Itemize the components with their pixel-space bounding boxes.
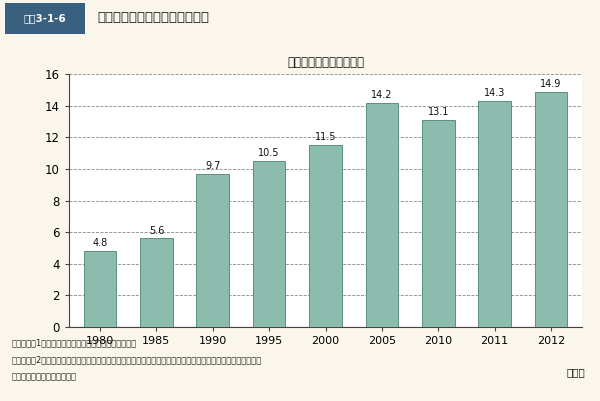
Bar xyxy=(422,120,455,327)
Text: 輸入額推移。: 輸入額推移。 xyxy=(12,373,77,381)
Bar xyxy=(478,101,511,327)
Bar xyxy=(365,103,398,327)
Text: （年）: （年） xyxy=(566,367,585,377)
Text: 5.6: 5.6 xyxy=(149,225,164,235)
Text: 14.3: 14.3 xyxy=(484,88,505,98)
Bar xyxy=(253,161,286,327)
Text: （備考）　1．財務省「貿易統計」より消費者庁作成。: （備考） 1．財務省「貿易統計」より消費者庁作成。 xyxy=(12,339,137,348)
Text: 2．我が国の輸入額のうち、消費財（耐久消費財、非耐久消費財、食品及びその他の直接消費財）の: 2．我が国の輸入額のうち、消費財（耐久消費財、非耐久消費財、食品及びその他の直接… xyxy=(12,356,262,365)
Text: 13.1: 13.1 xyxy=(428,107,449,117)
Bar xyxy=(83,251,116,327)
Text: 11.5: 11.5 xyxy=(315,132,336,142)
Text: 14.9: 14.9 xyxy=(541,79,562,89)
Text: 消費生活の国際化が進んでいる: 消費生活の国際化が進んでいる xyxy=(97,11,209,24)
Text: 14.2: 14.2 xyxy=(371,90,392,100)
Bar xyxy=(309,145,342,327)
Bar xyxy=(196,174,229,327)
Bar xyxy=(535,91,568,327)
Title: 我が国の消費財の輸入額: 我が国の消費財の輸入額 xyxy=(287,56,364,69)
Text: 9.7: 9.7 xyxy=(205,161,220,171)
Text: 4.8: 4.8 xyxy=(92,238,107,248)
Text: 図表3-1-6: 図表3-1-6 xyxy=(23,13,67,23)
Text: 10.5: 10.5 xyxy=(259,148,280,158)
Bar xyxy=(140,238,173,327)
Bar xyxy=(5,3,85,34)
